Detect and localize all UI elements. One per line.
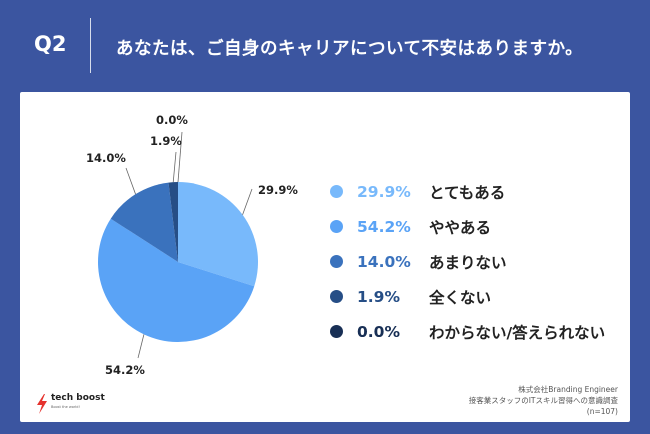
data-label: 14.0% xyxy=(86,151,126,165)
pie-slice xyxy=(168,182,178,262)
legend-label: ややある xyxy=(429,218,492,237)
leader-line xyxy=(125,167,136,195)
question-text: あなたは、ご自身のキャリアについて不安はありますか。 xyxy=(116,39,584,59)
leader-line xyxy=(137,334,145,359)
legend-swatch xyxy=(330,255,343,268)
pie-chart: 29.9% 54.2% 14.0% 1.9% 0.0% xyxy=(86,113,298,377)
source-note: 株式会社Branding Engineer 接客業スタッフのITスキル習得への意… xyxy=(469,384,618,417)
legend-percent: 1.9% xyxy=(357,287,400,306)
data-label: 1.9% xyxy=(150,134,182,148)
pie-slice xyxy=(110,182,178,262)
header: Q2 あなたは、ご自身のキャリアについて不安はありますか。 xyxy=(0,0,650,90)
leader-line xyxy=(177,131,183,183)
legend-label: あまりない xyxy=(429,253,507,272)
pie-slice xyxy=(178,182,258,287)
data-label: 29.9% xyxy=(258,183,298,197)
tech-boost-logo: tech boost Boost the world! xyxy=(35,394,105,414)
data-label: 0.0% xyxy=(156,113,188,127)
chart-card: 29.9% 54.2% 14.0% 1.9% 0.0% 29.9% とてもある 54.2% や… xyxy=(20,92,630,422)
logo-name: tech boost xyxy=(51,393,105,403)
legend-percent: 14.0% xyxy=(357,252,411,271)
logo-tagline: Boost the world! xyxy=(51,405,80,409)
pie-slice xyxy=(97,218,255,343)
leader-line xyxy=(242,188,253,215)
legend-item: 14.0% あまりない xyxy=(330,244,605,279)
question-number: Q2 xyxy=(34,32,67,56)
legend-swatch xyxy=(330,185,343,198)
legend-swatch xyxy=(330,290,343,303)
leader-line xyxy=(172,151,177,183)
legend-swatch xyxy=(330,220,343,233)
legend-item: 0.0% わからない/答えられない xyxy=(330,314,605,349)
legend-swatch xyxy=(330,325,343,338)
legend-item: 54.2% ややある xyxy=(330,209,605,244)
legend-percent: 29.9% xyxy=(357,182,411,201)
source-sample-size: (n=107) xyxy=(586,407,618,416)
data-label: 54.2% xyxy=(105,363,145,377)
lightning-icon xyxy=(37,394,47,414)
legend-label: とてもある xyxy=(429,183,506,202)
header-divider xyxy=(90,18,91,73)
source-company: 株式会社Branding Engineer xyxy=(518,385,618,394)
legend-label: わからない/答えられない xyxy=(429,323,606,342)
legend: 29.9% とてもある 54.2% ややある 14.0% あまりない 1.9% 全くない 0.0… xyxy=(330,174,605,349)
legend-percent: 54.2% xyxy=(357,217,411,236)
legend-percent: 0.0% xyxy=(357,322,400,341)
source-survey: 接客業スタッフのITスキル習得への意識調査 xyxy=(468,396,618,405)
legend-item: 29.9% とてもある xyxy=(330,174,605,209)
legend-item: 1.9% 全くない xyxy=(330,279,605,314)
legend-label: 全くない xyxy=(429,288,492,307)
